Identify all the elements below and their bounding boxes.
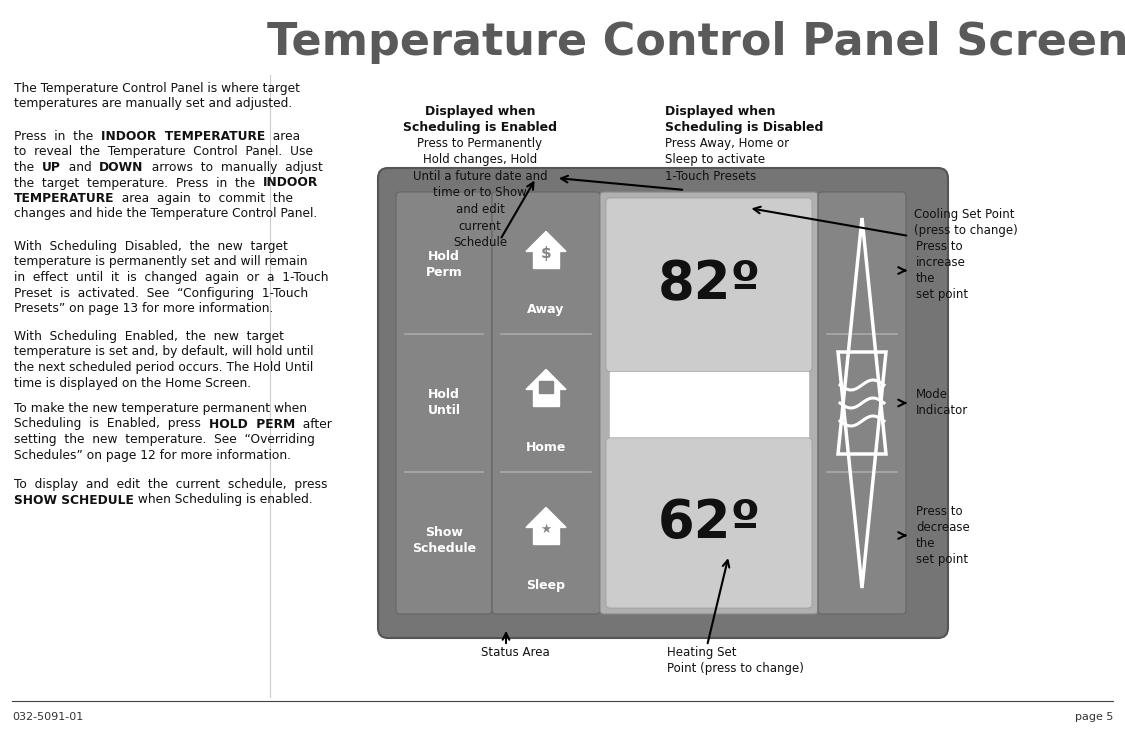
Text: when Scheduling is enabled.: when Scheduling is enabled. xyxy=(134,494,313,506)
Text: time is displayed on the Home Screen.: time is displayed on the Home Screen. xyxy=(14,376,251,389)
Text: Preset  is  activated.  See  “Configuring  1-Touch: Preset is activated. See “Configuring 1-… xyxy=(14,287,308,299)
Text: Press Away, Home or
Sleep to activate
1-Touch Presets: Press Away, Home or Sleep to activate 1-… xyxy=(665,137,789,183)
Text: Press  in  the: Press in the xyxy=(14,130,101,143)
Text: Show
Schedule: Show Schedule xyxy=(412,526,476,556)
Text: 62º: 62º xyxy=(657,497,761,549)
Text: 032-5091-01: 032-5091-01 xyxy=(12,712,83,722)
Text: Status Area: Status Area xyxy=(482,646,550,659)
Bar xyxy=(610,372,808,437)
Text: Away: Away xyxy=(528,303,565,316)
Polygon shape xyxy=(526,231,566,251)
Text: temperature is permanently set and will remain: temperature is permanently set and will … xyxy=(14,256,307,268)
Text: arrows  to  manually  adjust: arrows to manually adjust xyxy=(144,161,323,174)
Text: temperatures are manually set and adjusted.: temperatures are manually set and adjust… xyxy=(14,98,292,111)
Text: To  display  and  edit  the  current  schedule,  press: To display and edit the current schedule… xyxy=(14,478,327,491)
FancyBboxPatch shape xyxy=(600,192,818,614)
Text: Temperature Control Panel Screen: Temperature Control Panel Screen xyxy=(267,21,1125,64)
Text: With  Scheduling  Disabled,  the  new  target: With Scheduling Disabled, the new target xyxy=(14,240,288,253)
Text: To make the new temperature permanent when: To make the new temperature permanent wh… xyxy=(14,402,307,415)
Text: page 5: page 5 xyxy=(1074,712,1113,722)
Text: Sleep: Sleep xyxy=(526,579,566,592)
Text: the next scheduled period occurs. The Hold Until: the next scheduled period occurs. The Ho… xyxy=(14,361,313,374)
Text: the: the xyxy=(14,161,42,174)
Text: in  effect  until  it  is  changed  again  or  a  1-Touch: in effect until it is changed again or a… xyxy=(14,271,328,284)
Text: SHOW SCHEDULE: SHOW SCHEDULE xyxy=(14,494,134,506)
Text: Hold
Until: Hold Until xyxy=(428,389,460,418)
Text: ★: ★ xyxy=(540,523,551,536)
Bar xyxy=(533,528,559,545)
Polygon shape xyxy=(526,370,566,389)
Text: area: area xyxy=(266,130,300,143)
Bar xyxy=(539,381,554,393)
Text: Press to Permanently
Hold changes, Hold
Until a future date and
time or to Show
: Press to Permanently Hold changes, Hold … xyxy=(413,137,548,249)
Text: Press to
increase
the
set point: Press to increase the set point xyxy=(916,240,969,301)
Text: Cooling Set Point
(press to change): Cooling Set Point (press to change) xyxy=(914,208,1018,237)
Text: Presets” on page 13 for more information.: Presets” on page 13 for more information… xyxy=(14,302,273,315)
Text: after: after xyxy=(295,418,332,431)
Text: With  Scheduling  Enabled,  the  new  target: With Scheduling Enabled, the new target xyxy=(14,330,284,343)
Text: the  target  temperature.  Press  in  the: the target temperature. Press in the xyxy=(14,177,263,189)
Text: Hold
Perm: Hold Perm xyxy=(425,251,462,279)
Text: HOLD  PERM: HOLD PERM xyxy=(208,418,295,431)
Text: Heating Set
Point (press to change): Heating Set Point (press to change) xyxy=(667,646,804,675)
Text: INDOOR  TEMPERATURE: INDOOR TEMPERATURE xyxy=(101,130,266,143)
Text: The Temperature Control Panel is where target: The Temperature Control Panel is where t… xyxy=(14,82,300,95)
Text: setting  the  new  temperature.  See  “Overriding: setting the new temperature. See “Overri… xyxy=(14,433,315,446)
Text: INDOOR: INDOOR xyxy=(263,177,318,189)
Text: Schedules” on page 12 for more information.: Schedules” on page 12 for more informati… xyxy=(14,449,291,461)
FancyBboxPatch shape xyxy=(818,192,906,614)
FancyBboxPatch shape xyxy=(396,192,492,614)
Text: Displayed when
Scheduling is Enabled: Displayed when Scheduling is Enabled xyxy=(403,105,557,134)
FancyBboxPatch shape xyxy=(492,192,600,614)
Text: temperature is set and, by default, will hold until: temperature is set and, by default, will… xyxy=(14,346,314,358)
Text: Displayed when
Scheduling is Disabled: Displayed when Scheduling is Disabled xyxy=(665,105,824,134)
Text: DOWN: DOWN xyxy=(99,161,144,174)
FancyBboxPatch shape xyxy=(378,168,948,638)
FancyBboxPatch shape xyxy=(606,198,812,372)
Text: and: and xyxy=(61,161,99,174)
Text: Mode
Indicator: Mode Indicator xyxy=(916,389,969,418)
Text: Scheduling  is  Enabled,  press: Scheduling is Enabled, press xyxy=(14,418,208,431)
Bar xyxy=(533,389,559,406)
Text: changes and hide the Temperature Control Panel.: changes and hide the Temperature Control… xyxy=(14,208,317,220)
Text: UP: UP xyxy=(42,161,61,174)
Text: Press to
decrease
the
set point: Press to decrease the set point xyxy=(916,505,970,566)
Polygon shape xyxy=(526,508,566,528)
Bar xyxy=(533,251,559,268)
Text: area  again  to  commit  the: area again to commit the xyxy=(115,192,294,205)
Text: TEMPERATURE: TEMPERATURE xyxy=(14,192,115,205)
Text: Home: Home xyxy=(525,440,566,454)
Text: 82º: 82º xyxy=(657,259,761,311)
Text: $: $ xyxy=(541,246,551,261)
Text: to  reveal  the  Temperature  Control  Panel.  Use: to reveal the Temperature Control Panel.… xyxy=(14,146,313,158)
FancyBboxPatch shape xyxy=(606,437,812,608)
